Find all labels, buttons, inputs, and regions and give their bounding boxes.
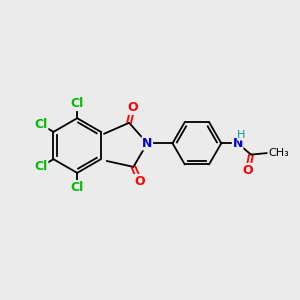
Text: CH₃: CH₃ xyxy=(269,148,290,158)
Text: Cl: Cl xyxy=(34,118,48,131)
Text: O: O xyxy=(134,175,145,188)
Text: O: O xyxy=(243,164,253,176)
Text: H: H xyxy=(237,130,245,140)
Text: N: N xyxy=(232,137,243,150)
Text: Cl: Cl xyxy=(70,181,84,194)
Text: O: O xyxy=(127,101,138,114)
Text: Cl: Cl xyxy=(70,98,84,110)
Text: Cl: Cl xyxy=(34,160,48,173)
Text: N: N xyxy=(142,137,152,150)
